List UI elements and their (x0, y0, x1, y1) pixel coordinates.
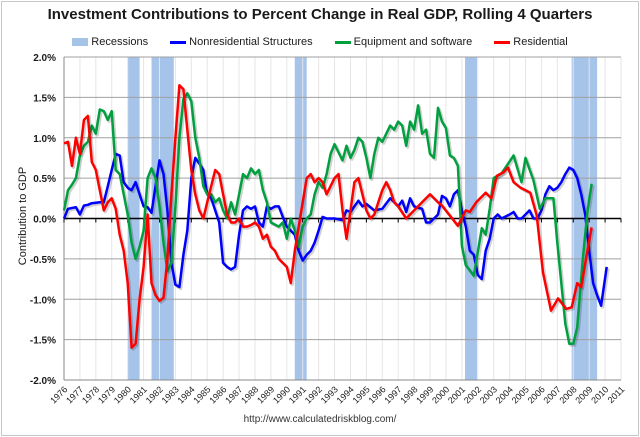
legend-swatch-equipment (334, 40, 351, 44)
x-tick-label: 1986 (207, 384, 228, 405)
x-tick-label: 1982 (144, 384, 165, 405)
x-tick-label: 2005 (510, 384, 531, 405)
x-tick-label: 2008 (557, 384, 578, 405)
x-tick-label: 1980 (112, 384, 133, 405)
x-tick-label: 1987 (223, 384, 244, 405)
legend-swatch-nonres (170, 40, 187, 44)
y-tick-label: 1.0% (33, 134, 56, 145)
x-tick-label: 1979 (96, 384, 117, 405)
legend-item-equipment: Equipment and software (334, 36, 473, 48)
legend-swatch-residential (494, 40, 511, 44)
x-tick-label: 1993 (319, 384, 340, 405)
x-tick-label: 2002 (462, 384, 483, 405)
legend-item-nonres: Nonresidential Structures (170, 36, 313, 48)
x-tick-label: 1992 (303, 384, 324, 405)
x-tick-label: 2001 (446, 384, 467, 405)
x-tick-label: 1996 (366, 384, 387, 405)
x-tick-label: 1977 (64, 384, 85, 405)
series-line-nonresidential-structures (62, 152, 608, 307)
x-tick-label: 1997 (382, 384, 403, 405)
x-tick-label: 1984 (175, 384, 196, 405)
y-tick-label: -1.0% (30, 295, 56, 306)
x-tick-label: 1999 (414, 384, 435, 405)
x-tick-label: 2009 (573, 384, 594, 405)
legend-item-residential: Residential (494, 36, 568, 48)
legend-item-recessions: Recessions (72, 36, 148, 48)
y-tick-label: -2.0% (30, 376, 56, 387)
chart-title: Investment Contributions to Percent Chan… (47, 6, 593, 23)
series-line-equipment-and-software (62, 92, 593, 345)
y-tick-label: 0.5% (33, 174, 56, 185)
x-tick-label: 2007 (542, 384, 563, 405)
x-tick-label: 1990 (271, 384, 292, 405)
x-tick-label: 1995 (351, 384, 372, 405)
legend-label-recessions: Recessions (91, 36, 149, 48)
y-tick-label: 0.0% (33, 215, 56, 226)
x-tick-label: 1983 (160, 384, 181, 405)
x-tick-label: 1976 (48, 384, 69, 405)
x-tick-label: 1978 (80, 384, 101, 405)
y-tick-label: 2.0% (33, 53, 56, 64)
legend: Recessions Nonresidential Structures Equ… (0, 36, 640, 48)
x-tick-label: 1991 (287, 384, 308, 405)
legend-label-nonres: Nonresidential Structures (189, 36, 313, 48)
x-tick-label: 2003 (478, 384, 499, 405)
x-tick-label: 1985 (191, 384, 212, 405)
x-tick-label: 1998 (398, 384, 419, 405)
x-tick-label: 1981 (128, 384, 149, 405)
y-tick-label: 1.5% (33, 93, 56, 104)
x-tick-label: 2006 (526, 384, 547, 405)
legend-label-residential: Residential (513, 36, 568, 48)
legend-label-equipment: Equipment and software (353, 36, 473, 48)
source-url: http://www.calculatedriskblog.com/ (243, 414, 397, 425)
x-tick-label: 1989 (255, 384, 276, 405)
legend-swatch-recessions (72, 38, 89, 46)
y-tick-label: -1.5% (30, 336, 56, 347)
x-tick-label: 2011 (606, 384, 627, 405)
series-line-residential (63, 84, 593, 349)
x-tick-label: 2004 (494, 384, 515, 405)
x-tick-label: 2000 (430, 384, 451, 405)
x-tick-label: 1994 (335, 384, 356, 405)
x-tick-label: 2010 (589, 384, 610, 405)
x-tick-label: 1988 (239, 384, 260, 405)
y-tick-label: -0.5% (30, 255, 56, 266)
